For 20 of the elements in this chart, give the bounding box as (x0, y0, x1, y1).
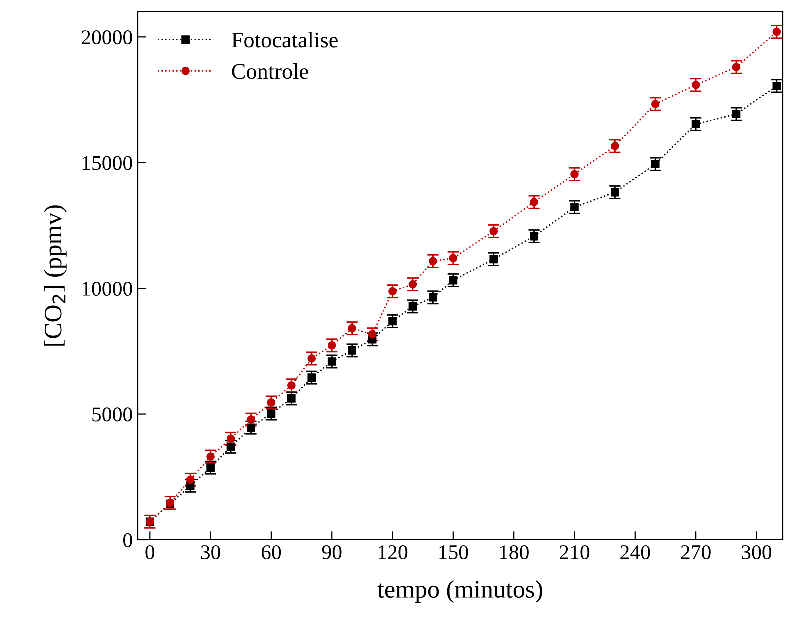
x-tick-label: 240 (620, 545, 650, 560)
x-tick-label: 90 (322, 545, 342, 560)
x-tick-label: 120 (378, 545, 408, 560)
y-tick-label: 0 (124, 533, 132, 548)
x-tick-label: 60 (262, 545, 282, 560)
x-tick-label: 210 (560, 545, 590, 560)
x-tick-label: 30 (201, 545, 220, 560)
y-tick-label: 15000 (82, 156, 132, 170)
legend-label: Fotocatalise (232, 32, 338, 48)
x-tick-label: 150 (440, 545, 468, 560)
x-tick-label: 300 (742, 545, 772, 560)
y-tick-label: 20000 (82, 30, 132, 45)
x-axis-title: tempo (minutos) (378, 580, 542, 604)
x-tick-label: 270 (681, 545, 711, 560)
x-tick-label: 0 (146, 545, 155, 560)
y-tick-label: 5000 (92, 408, 132, 422)
y-axis-title: [CO$_{2}$] (ppmv) (44, 206, 67, 346)
x-tick-label: 180 (500, 545, 529, 560)
legend-label: Controle (232, 64, 308, 80)
y-tick-label: 10000 (82, 282, 132, 296)
